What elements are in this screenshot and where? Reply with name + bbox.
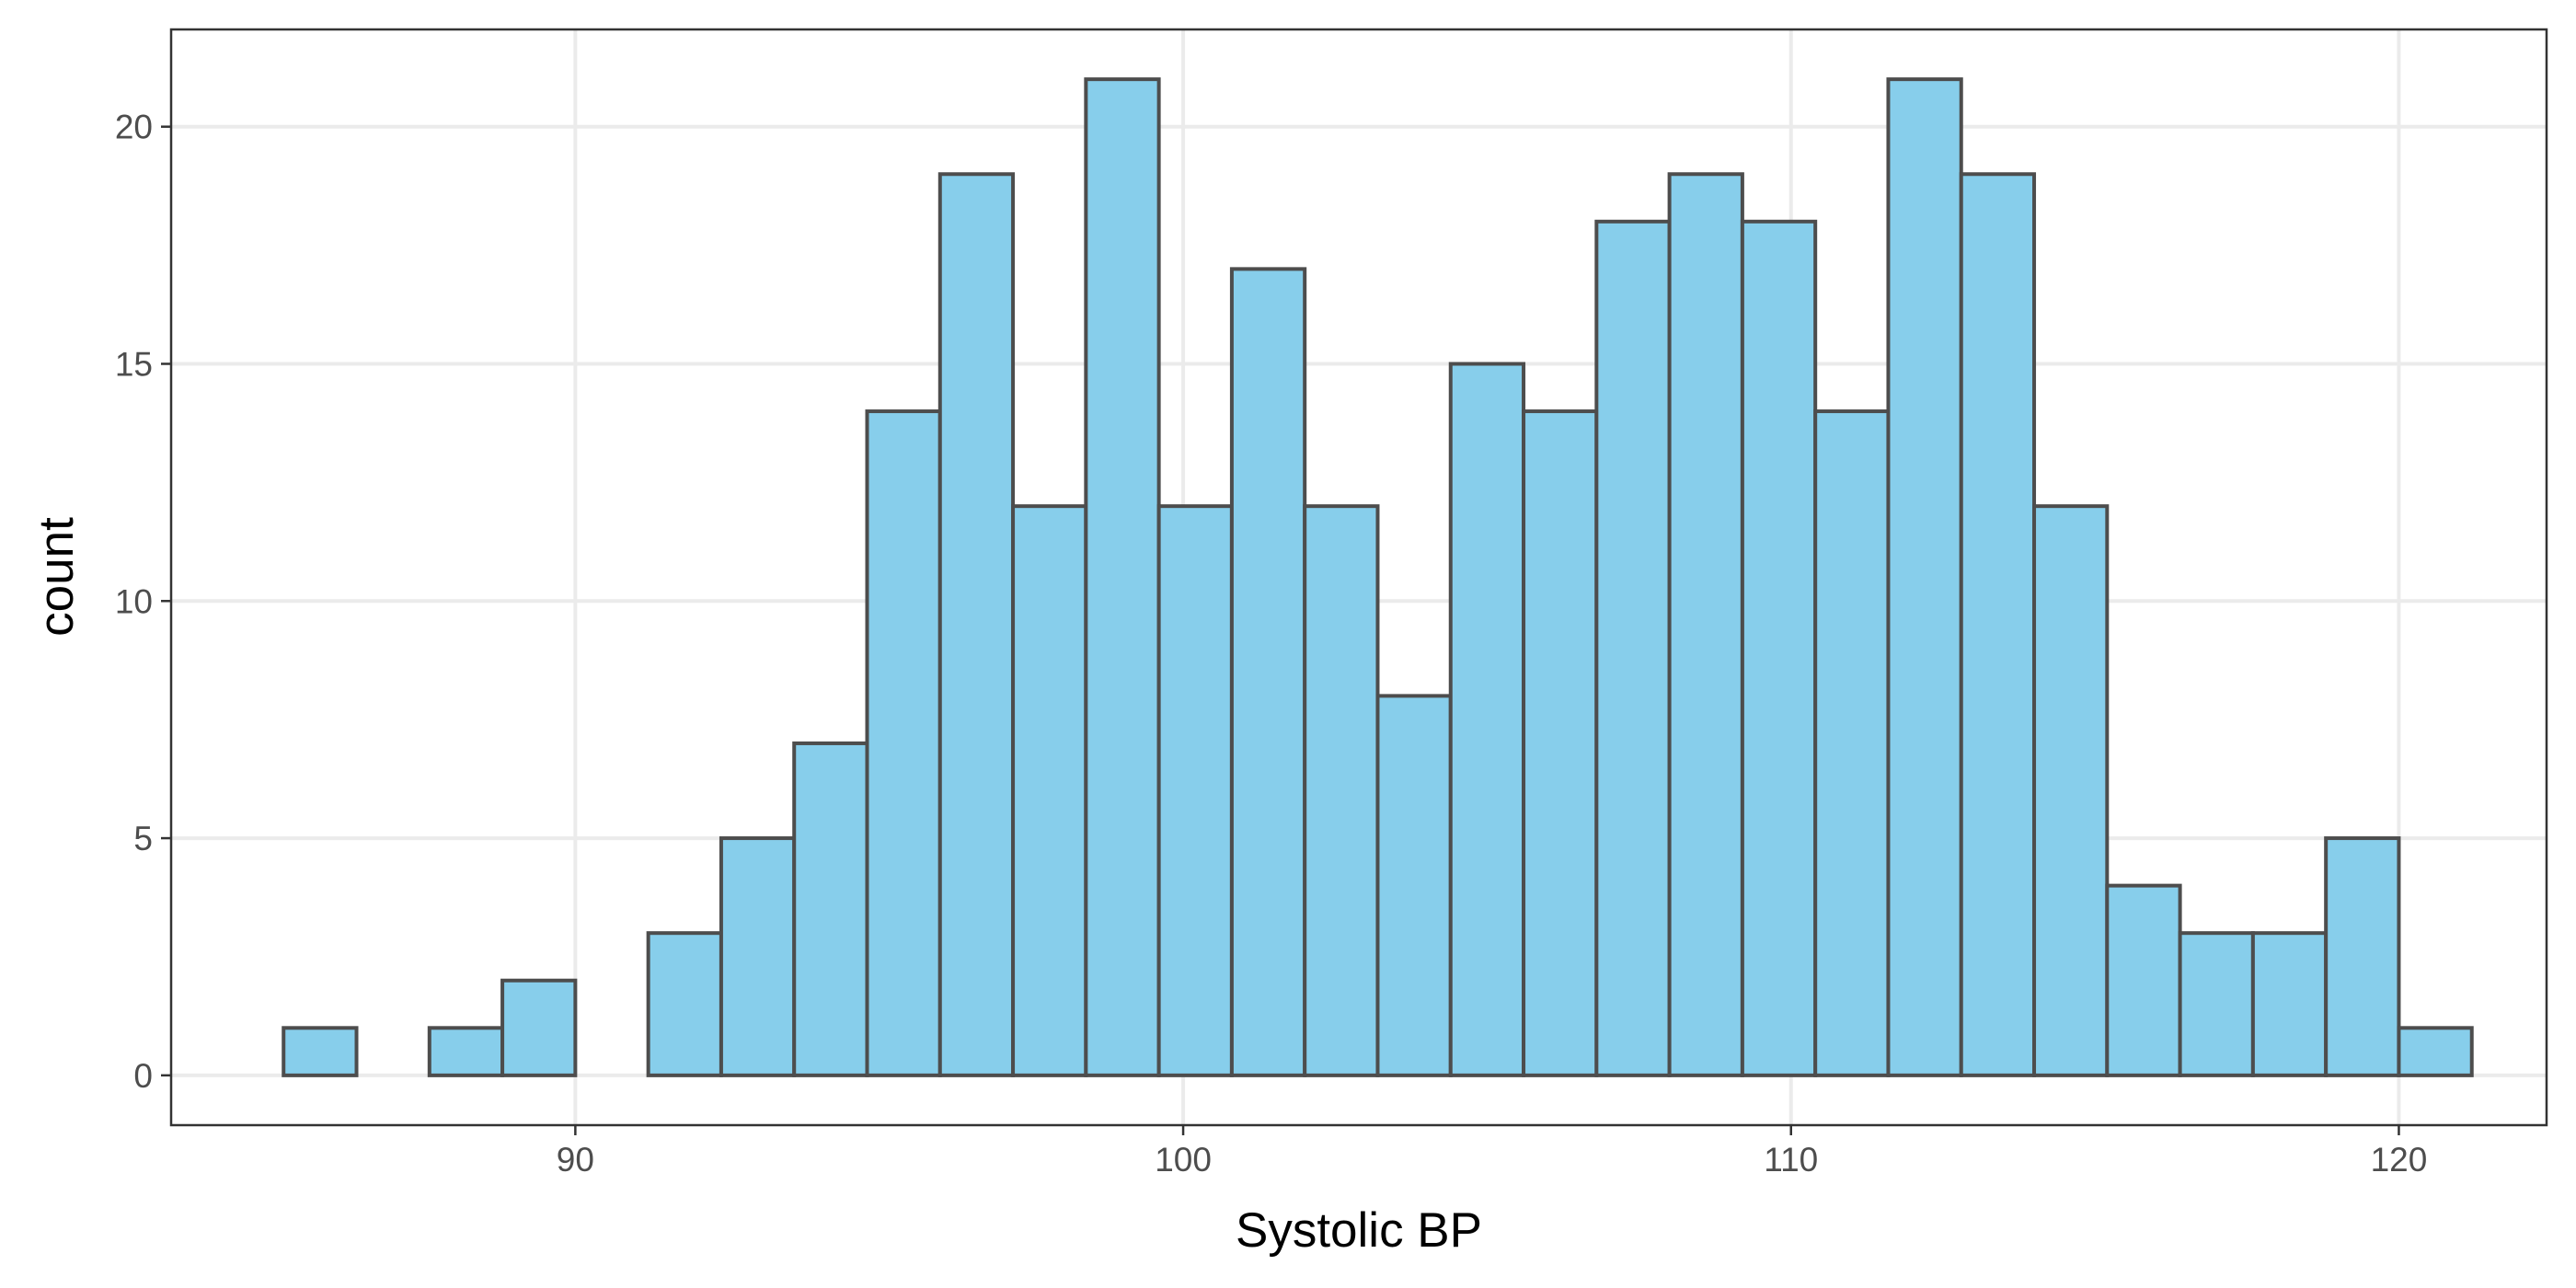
bars-layer <box>282 77 2474 1077</box>
histogram-bar <box>2250 931 2329 1077</box>
histogram-bar <box>1886 77 1963 1077</box>
x-tick-label: 110 <box>1764 1141 1818 1179</box>
y-axis: 0 5 10 15 20 <box>115 109 171 1095</box>
histogram-bar <box>2178 931 2255 1077</box>
histogram-bar <box>2397 1026 2474 1077</box>
histogram-bar <box>1375 694 1453 1077</box>
x-axis-title: Systolic BP <box>1236 1203 1482 1258</box>
histogram-bar <box>1303 504 1380 1077</box>
y-tick-label: 20 <box>115 109 153 146</box>
histogram-bar <box>1740 219 1818 1077</box>
histogram-bar <box>2032 504 2110 1077</box>
histogram-bar <box>1813 409 1891 1077</box>
histogram-bar <box>937 172 1016 1077</box>
x-tick-label: 120 <box>2371 1141 2428 1179</box>
histogram-bar <box>2324 836 2401 1077</box>
histogram-bar <box>1084 77 1161 1077</box>
y-tick-label: 5 <box>133 820 153 857</box>
x-tick-label: 90 <box>557 1141 594 1179</box>
histogram-bar <box>500 978 578 1077</box>
histogram-bar <box>792 741 869 1077</box>
histogram-bar <box>1156 504 1234 1077</box>
histogram-bar <box>865 409 942 1077</box>
histogram-bar <box>1959 172 2037 1077</box>
histogram-bar <box>1667 172 1744 1077</box>
histogram-bar <box>719 836 797 1077</box>
histogram-bar <box>427 1026 505 1077</box>
y-tick-label: 10 <box>115 582 153 620</box>
histogram-bar <box>646 931 723 1077</box>
y-tick-label: 0 <box>133 1057 153 1095</box>
x-axis: 90 100 110 120 <box>557 1125 2428 1179</box>
panel-border <box>169 28 2548 1127</box>
histogram-bar <box>1594 219 1672 1077</box>
y-tick-label: 15 <box>115 345 153 383</box>
x-tick-label: 100 <box>1155 1141 1212 1179</box>
histogram-bar <box>282 1026 359 1077</box>
y-axis-title: count <box>29 517 84 637</box>
histogram-bar <box>1448 362 1526 1077</box>
histogram-bar <box>1011 504 1088 1077</box>
histogram-bar <box>1522 409 1599 1077</box>
histogram-bar <box>2105 883 2182 1077</box>
histogram-bar <box>1229 267 1307 1077</box>
